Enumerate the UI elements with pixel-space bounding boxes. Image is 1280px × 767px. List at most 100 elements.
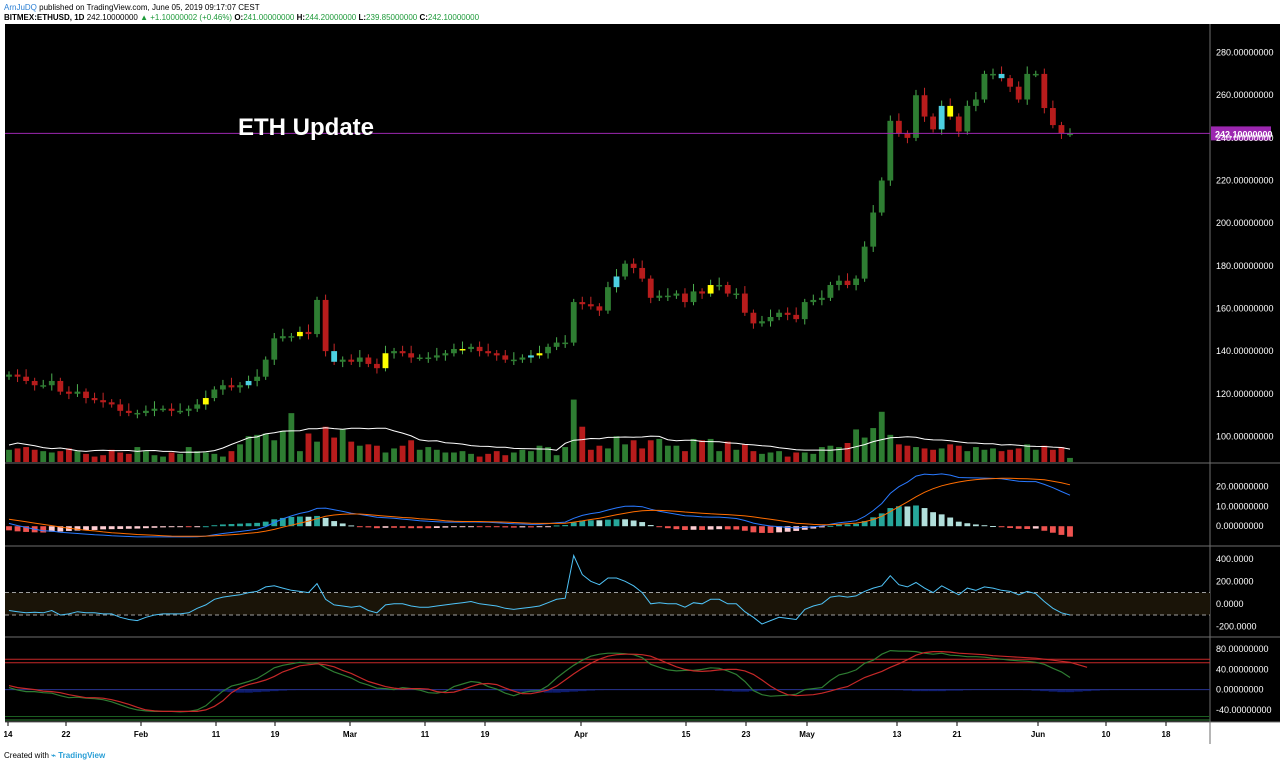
srsi-histogram-bar bbox=[723, 689, 733, 692]
publish-info: ArnJuDQ published on TradingView.com, Ju… bbox=[4, 3, 260, 13]
volume-bar bbox=[904, 445, 911, 462]
macd-histogram-bar bbox=[202, 526, 209, 528]
candle-body bbox=[1067, 133, 1073, 136]
volume-bar bbox=[220, 456, 226, 462]
candle-body bbox=[279, 336, 286, 339]
volume-bar bbox=[476, 456, 483, 462]
candle-body bbox=[1032, 73, 1039, 76]
macd-histogram-bar bbox=[622, 519, 628, 527]
macd-histogram-bar bbox=[904, 506, 911, 527]
candle-body bbox=[220, 385, 226, 390]
cci-band bbox=[5, 592, 1210, 616]
srsi-tick-label: 0.00000000 bbox=[1216, 685, 1264, 695]
volume-bar bbox=[656, 438, 663, 462]
candle-body bbox=[613, 276, 620, 288]
volume-bar bbox=[682, 451, 688, 462]
time-axis-background bbox=[5, 722, 1280, 744]
volume-bar bbox=[716, 451, 723, 462]
volume-bar bbox=[818, 447, 825, 462]
candle-body bbox=[793, 314, 800, 320]
candle-body bbox=[639, 267, 646, 279]
macd-histogram-bar bbox=[707, 526, 714, 530]
candle-body bbox=[724, 285, 731, 294]
candle-body bbox=[74, 391, 81, 394]
symbol-info: BITMEX:ETHUSD, 1D 242.10000000 ▲ +1.1000… bbox=[4, 13, 479, 23]
volume-bar bbox=[707, 438, 714, 462]
macd-histogram-bar bbox=[74, 526, 81, 531]
volume-bar bbox=[913, 447, 919, 462]
macd-histogram-bar bbox=[339, 523, 346, 527]
macd-histogram-bar bbox=[425, 526, 432, 529]
tradingview-brand[interactable]: TradingView bbox=[58, 751, 106, 760]
macd-histogram-bar bbox=[433, 526, 440, 528]
macd-histogram-bar bbox=[630, 520, 637, 527]
candle-body bbox=[57, 380, 64, 392]
high-value: 244.20000000 bbox=[305, 13, 357, 22]
volume-bar bbox=[151, 455, 158, 462]
macd-histogram-bar bbox=[682, 526, 688, 530]
candle-body bbox=[117, 404, 124, 411]
volume-bar bbox=[211, 453, 218, 462]
volume-bar bbox=[955, 445, 962, 462]
macd-histogram-bar bbox=[724, 526, 731, 530]
srsi-histogram-bar bbox=[928, 689, 938, 692]
volume-bar bbox=[374, 445, 380, 462]
macd-histogram-bar bbox=[134, 526, 141, 529]
macd-histogram-bar bbox=[374, 526, 380, 529]
srsi-histogram-bar bbox=[560, 689, 570, 693]
chart-canvas[interactable]: 242.10000000 280.00000000 260.00000000 240.… bbox=[0, 24, 1280, 746]
candle-body bbox=[433, 355, 440, 358]
volume-bar bbox=[125, 453, 132, 462]
macd-histogram-bar bbox=[545, 526, 551, 528]
candle-body bbox=[810, 299, 817, 303]
price-tick-label: 160.00000000 bbox=[1216, 303, 1274, 313]
srsi-histogram-bar bbox=[1074, 689, 1083, 692]
candle-body bbox=[630, 263, 637, 268]
candle-body bbox=[382, 353, 389, 369]
volume-bar bbox=[297, 451, 303, 462]
macd-histogram-bar bbox=[801, 526, 808, 530]
volume-bar bbox=[279, 430, 286, 462]
macd-histogram-bar bbox=[605, 519, 611, 527]
author-link[interactable]: ArnJuDQ bbox=[4, 3, 37, 12]
volume-bar bbox=[305, 433, 312, 462]
volume-bar bbox=[83, 453, 89, 462]
volume-bar bbox=[964, 451, 971, 462]
macd-histogram-bar bbox=[878, 513, 885, 527]
volume-bar bbox=[271, 440, 278, 462]
candle-body bbox=[750, 312, 757, 324]
volume-bar bbox=[134, 447, 141, 462]
macd-histogram-bar bbox=[391, 526, 397, 528]
tradingview-logo-icon[interactable]: ⌁ bbox=[51, 751, 56, 760]
volume-bar bbox=[365, 444, 372, 462]
volume-bar bbox=[570, 399, 577, 462]
macd-histogram-bar bbox=[562, 525, 569, 527]
volume-bar bbox=[168, 452, 175, 462]
volume-bar bbox=[699, 440, 705, 462]
volume-bar bbox=[399, 445, 406, 462]
srsi-histogram-bar bbox=[714, 689, 724, 691]
close-value: 242.10000000 bbox=[427, 13, 480, 22]
candle-body bbox=[1007, 78, 1014, 87]
candle-body bbox=[699, 291, 705, 294]
candle-body bbox=[399, 351, 406, 354]
volume-bar bbox=[562, 447, 569, 462]
srsi-tick-label: 40.00000000 bbox=[1216, 664, 1269, 674]
candle-body bbox=[733, 293, 740, 296]
srsi-histogram-bar bbox=[1040, 689, 1049, 692]
srsi-histogram-bar bbox=[543, 689, 553, 693]
published-text: published on TradingView.com, June 05, 2… bbox=[39, 3, 260, 12]
volume-bar bbox=[673, 445, 680, 462]
macd-histogram-bar bbox=[117, 526, 124, 529]
volume-bar bbox=[408, 440, 415, 462]
macd-histogram-bar bbox=[40, 526, 47, 533]
macd-histogram-bar bbox=[981, 525, 988, 527]
volume-bar bbox=[245, 436, 252, 462]
volume-bar bbox=[1024, 444, 1031, 462]
macd-histogram-bar bbox=[48, 526, 55, 532]
candle-body bbox=[562, 342, 569, 345]
volume-bar bbox=[947, 444, 954, 462]
macd-histogram-bar bbox=[408, 526, 415, 529]
srsi-histogram-bar bbox=[552, 689, 561, 693]
time-tick-label: 19 bbox=[271, 730, 280, 739]
